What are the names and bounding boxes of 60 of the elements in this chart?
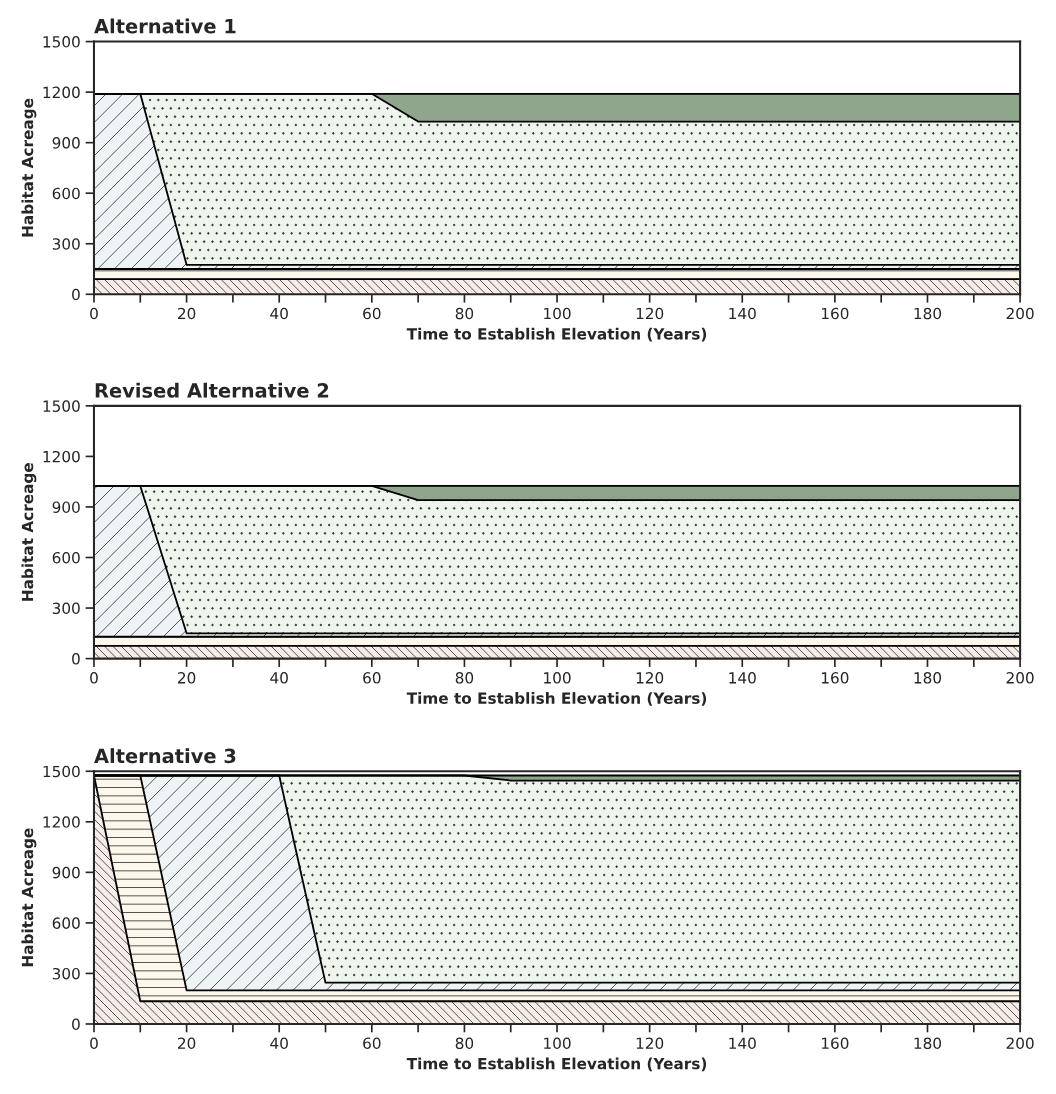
y-tick-label: 600: [52, 917, 80, 929]
x-tick-label: 120: [636, 307, 664, 320]
x-tick-label: 80: [455, 1037, 474, 1049]
x-tick-label: 100: [544, 672, 571, 684]
y-tick-label: 1500: [43, 400, 80, 412]
x-tick-label: 20: [177, 672, 196, 684]
y-tick-label: 1500: [43, 36, 80, 48]
x-tick-label: 120: [636, 672, 664, 684]
x-tick-label: 200: [1006, 1037, 1034, 1049]
x-tick-label: 160: [821, 307, 849, 320]
x-tick-label: 80: [455, 307, 474, 320]
x-axis-title: Time to Establish Elevation (Years): [406, 327, 707, 342]
x-tick-label: 180: [914, 307, 942, 320]
x-tick-label: 100: [544, 1037, 571, 1049]
x-tick-label: 0: [90, 1037, 98, 1049]
y-tick-label: 1200: [43, 450, 80, 463]
x-tick-label: 140: [729, 307, 756, 320]
y-tick-label: 0: [72, 288, 80, 301]
x-tick-label: 60: [363, 307, 381, 320]
x-tick-label: 60: [363, 672, 381, 684]
x-tick-label: 160: [821, 1037, 849, 1049]
y-tick-label: 1200: [43, 816, 80, 828]
y-tick-label: 0: [72, 1018, 80, 1031]
x-tick-label: 180: [914, 672, 942, 684]
y-axis-title: Habitat Acreage: [21, 98, 37, 237]
y-tick-label: 0: [72, 653, 80, 665]
x-tick-label: 140: [729, 1037, 756, 1049]
y-tick-label: 300: [52, 967, 80, 980]
x-tick-label: 140: [729, 672, 756, 684]
x-tick-label: 200: [1006, 307, 1034, 320]
x-tick-label: 20: [177, 1037, 196, 1049]
y-tick-label: 300: [52, 238, 80, 250]
x-tick-label: 0: [90, 672, 98, 684]
x-tick-label: 0: [90, 307, 98, 320]
y-axis-title: Habitat Acreage: [21, 828, 37, 967]
x-tick-label: 40: [270, 307, 288, 320]
chart-title: Alternative 3: [94, 748, 236, 764]
x-tick-label: 80: [455, 672, 474, 684]
x-tick-label: 20: [177, 307, 196, 320]
x-tick-label: 200: [1006, 672, 1034, 684]
y-axis-title: Habitat Acreage: [21, 463, 37, 601]
y-tick-label: 900: [52, 866, 80, 879]
x-tick-label: 160: [821, 672, 849, 684]
x-tick-label: 180: [914, 1037, 942, 1049]
x-tick-label: 120: [636, 1037, 664, 1049]
x-tick-label: 60: [363, 1037, 381, 1049]
y-tick-label: 300: [52, 602, 80, 615]
chart-title: Revised Alternative 2: [95, 382, 329, 398]
y-tick-label: 900: [52, 137, 80, 149]
x-axis-title: Time to Establish Elevation (Years): [406, 1057, 707, 1072]
y-tick-label: 900: [52, 501, 80, 513]
x-tick-label: 40: [270, 672, 288, 684]
chart-title: Alternative 1: [94, 18, 236, 34]
x-tick-label: 100: [544, 307, 571, 320]
x-tick-label: 40: [270, 1037, 288, 1049]
y-tick-label: 1500: [43, 765, 80, 778]
y-tick-label: 1200: [43, 86, 80, 99]
x-axis-title: Time to Establish Elevation (Years): [406, 692, 707, 706]
y-tick-label: 600: [52, 551, 80, 564]
y-tick-label: 600: [52, 187, 80, 200]
